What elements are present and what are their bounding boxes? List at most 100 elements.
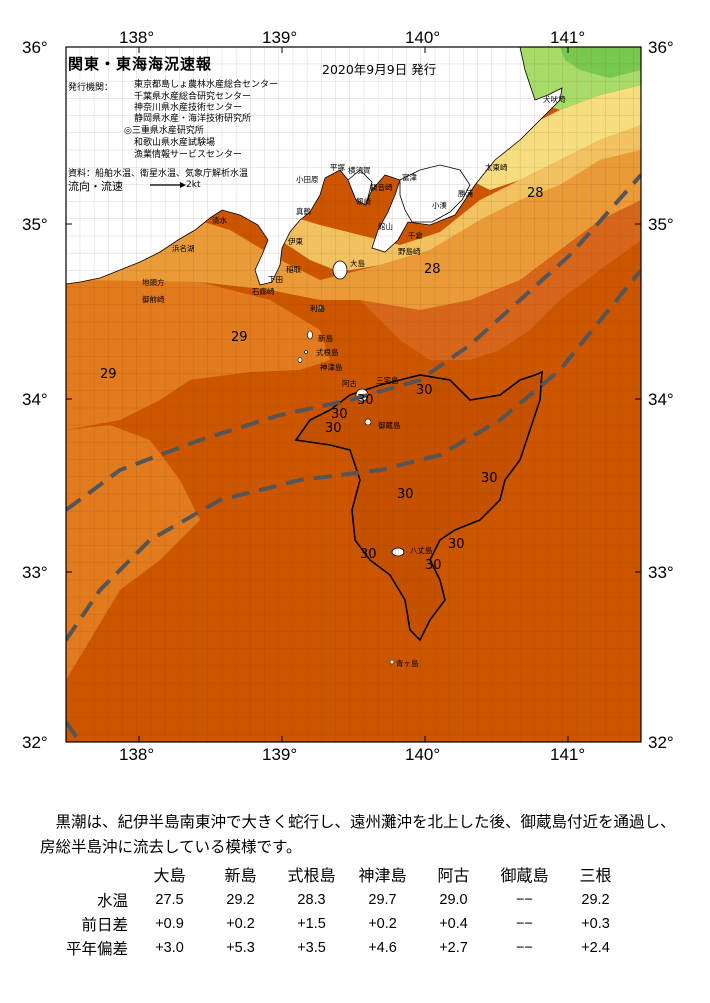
lon-label-140-top: 140° — [405, 28, 441, 47]
legend-flow-label: 流向・流速 — [68, 180, 123, 193]
contour-label: 30 — [331, 407, 348, 422]
place-label: 御蔵島 — [378, 421, 401, 430]
table-cell: +2.4 — [581, 940, 610, 956]
table-cell: −− — [516, 916, 533, 932]
place-label: 剱崎 — [356, 197, 371, 206]
lat-label-33-left: 33° — [22, 563, 48, 582]
kuroshio-path-north — [66, 173, 641, 512]
lat-label-33-right: 33° — [648, 563, 674, 582]
lon-label-139-top: 139° — [262, 28, 298, 47]
place-label: 横須賀 — [348, 166, 371, 175]
lon-label-141-top: 141° — [550, 28, 586, 47]
place-label: 大島 — [350, 259, 365, 268]
lon-label-140-bottom: 140° — [405, 745, 441, 764]
lon-label-139-bottom: 139° — [262, 745, 298, 764]
legend-arrow-icon — [150, 182, 186, 188]
column-header: 阿古 — [437, 866, 470, 885]
row-label: 前日差 — [81, 916, 128, 934]
org-item: ◎三重県水産研究所 — [124, 126, 204, 136]
lat-label-35-left: 35° — [22, 215, 48, 234]
place-label: 阿古 — [342, 379, 357, 388]
place-label: 八丈島 — [410, 546, 433, 555]
table-cell: −− — [516, 940, 533, 956]
place-label: 太東崎 — [485, 163, 508, 172]
kuroshio-path-southwest — [66, 720, 82, 742]
place-label: 小湊 — [432, 201, 447, 210]
place-label: 利島 — [310, 304, 325, 313]
lat-label-35-right: 35° — [648, 215, 674, 234]
issue-date: 2020年9月9日 発行 — [322, 62, 437, 77]
org-item: 静岡県水産・海洋技術研究所 — [134, 114, 252, 124]
table-cell: +3.5 — [297, 940, 326, 956]
table-cell: +3.0 — [155, 940, 184, 956]
table-corner — [48, 860, 134, 888]
contour-label: 30 — [357, 393, 374, 408]
place-label: 真鶴 — [296, 207, 311, 216]
lat-label-32-left: 32° — [22, 733, 48, 752]
place-label: 御前崎 — [142, 295, 165, 304]
place-label: 神津島 — [320, 363, 343, 372]
axis-ticks — [66, 47, 641, 742]
contour-label: 30 — [448, 537, 465, 552]
table-cell: 27.5 — [155, 892, 184, 908]
table-cell: 28.3 — [297, 892, 326, 908]
contour-label: 30 — [416, 383, 433, 398]
table-row: 水温 27.5 29.2 28.3 29.7 29.0 −− 29.2 — [48, 888, 631, 912]
org-item: 和歌山県水産試験場 — [134, 138, 216, 148]
org-item: 漁業情報サービスセンター — [134, 150, 243, 160]
place-label: 三宅島 — [376, 376, 399, 385]
map-grid — [66, 47, 641, 742]
place-label: 青ヶ島 — [396, 659, 419, 668]
table-cell: +0.9 — [155, 916, 184, 932]
table-cell: 29.7 — [368, 892, 397, 908]
table-cell: 29.2 — [226, 892, 255, 908]
contour-label: 30 — [481, 471, 498, 486]
column-header: 式根島 — [287, 866, 336, 885]
place-label: 野島崎 — [398, 247, 421, 256]
place-label: 稲取 — [286, 265, 301, 274]
sea-temperature-map: 138° 139° 140° 141° 138° 139° 140° 141° … — [22, 28, 674, 764]
place-label: 富津 — [402, 173, 417, 182]
contour-label: 29 — [231, 330, 248, 345]
column-header: 御蔵島 — [500, 866, 549, 885]
org-item: 東京都島しょ農林水産総合センター — [134, 80, 279, 90]
place-label: 石廊崎 — [252, 287, 275, 296]
contour-label: 30 — [360, 547, 377, 562]
lat-label-36-left: 36° — [22, 38, 48, 57]
row-label: 水温 — [96, 892, 128, 910]
legend-speed-label: 2kt — [186, 180, 201, 190]
map-border — [65, 46, 642, 743]
contour-label: 28 — [527, 186, 544, 201]
table-cell: +1.5 — [297, 916, 326, 932]
column-header: 新島 — [224, 866, 257, 885]
lat-label-34-left: 34° — [22, 390, 48, 409]
lon-label-138-bottom: 138° — [119, 745, 155, 764]
place-label: 館山 — [378, 222, 393, 231]
contour-label: 30 — [397, 487, 414, 502]
map-title: 関東・東海海況速報 — [68, 55, 213, 73]
place-label: 観音崎 — [370, 183, 393, 192]
table-cell: +0.4 — [439, 916, 468, 932]
place-label: 犬吠埼 — [543, 95, 566, 104]
table-cell: +5.3 — [226, 940, 255, 956]
column-header: 三根 — [579, 866, 612, 885]
table-cell: 29.0 — [439, 892, 468, 908]
org-item: 千葉県水産総合研究センター — [134, 92, 252, 102]
place-label: 下田 — [268, 275, 283, 284]
contour-label: 28 — [424, 262, 441, 277]
table-row: 平年偏差 +3.0 +5.3 +3.5 +4.6 +2.7 −− +2.4 — [48, 936, 631, 960]
orgs-label: 発行機関： — [68, 83, 114, 93]
table-row: 前日差 +0.9 +0.2 +1.5 +0.2 +0.4 −− +0.3 — [48, 912, 631, 936]
lat-label-34-right: 34° — [648, 390, 674, 409]
table-header-row: 大島 新島 式根島 神津島 阿古 御蔵島 三根 — [48, 860, 631, 888]
contour-label: 29 — [100, 367, 117, 382]
table-cell: −− — [516, 892, 533, 908]
kuroshio-path-south — [66, 268, 641, 642]
table-cell: +0.3 — [581, 916, 610, 932]
contour-label: 30 — [425, 558, 442, 573]
table-cell: +4.6 — [368, 940, 397, 956]
lon-label-138-top: 138° — [119, 28, 155, 47]
table-cell: +0.2 — [368, 916, 397, 932]
place-label: 平塚 — [330, 163, 345, 172]
place-label: 清水 — [212, 216, 227, 225]
